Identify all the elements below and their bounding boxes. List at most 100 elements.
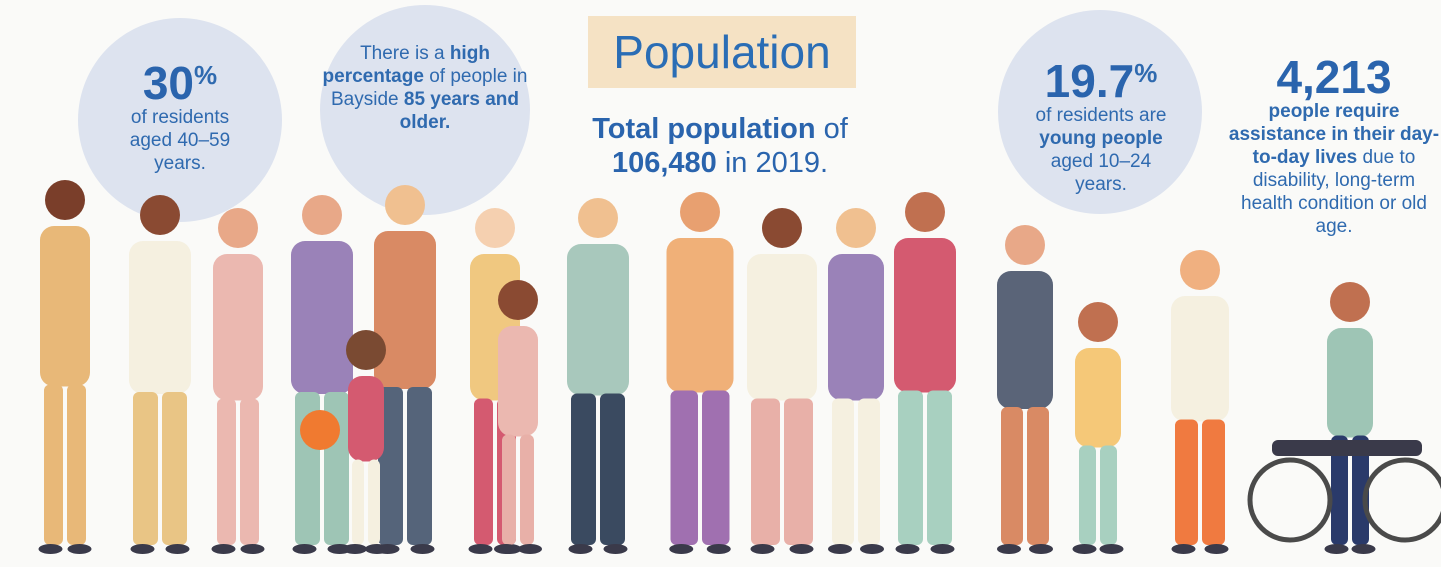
- figure-part: [348, 376, 384, 462]
- figure-part: [520, 435, 534, 546]
- stat: There is a high percentage of people in …: [322, 42, 528, 134]
- figure-part: [667, 238, 734, 393]
- figure-part: [747, 254, 817, 401]
- figure-part: [44, 385, 63, 546]
- figure-part: [1330, 282, 1370, 322]
- figure-part: [1005, 225, 1045, 265]
- stat-unit: %: [194, 60, 217, 90]
- figure-part: [374, 231, 436, 389]
- stat-value: 30: [143, 57, 194, 109]
- stat: 19.7% of residents are young people aged…: [1030, 58, 1172, 196]
- figure-part: [498, 280, 538, 320]
- figure-part: [604, 544, 628, 554]
- figure-part: [680, 192, 720, 232]
- figure-part: [1250, 460, 1330, 540]
- figure-part: [411, 544, 435, 554]
- figure-part: [1073, 544, 1097, 554]
- figure-part: [474, 399, 493, 546]
- figure-part: [927, 391, 952, 546]
- figure-part: [365, 544, 389, 554]
- figure-part: [832, 399, 854, 546]
- figure-part: [1272, 440, 1422, 456]
- figure-part: [1365, 460, 1441, 540]
- figure-part: [346, 330, 386, 370]
- figure-part: [751, 544, 775, 554]
- stat-text: of residents are: [1036, 105, 1167, 126]
- figure-part: [1180, 250, 1220, 290]
- title: Population: [588, 16, 856, 88]
- figure-part: [293, 544, 317, 554]
- figure-part: [133, 392, 158, 545]
- figure-part: [600, 394, 625, 546]
- figure-part: [40, 226, 90, 387]
- total-of: of: [824, 113, 848, 145]
- stat-value: 19.7: [1045, 55, 1135, 107]
- figure-part: [300, 410, 340, 450]
- figure-part: [352, 460, 364, 546]
- figure-part: [836, 208, 876, 248]
- figure-part: [858, 399, 880, 546]
- figure-part: [671, 391, 699, 546]
- figure-part: [240, 399, 259, 546]
- figure-part: [1079, 446, 1096, 546]
- figure-part: [498, 326, 538, 437]
- figure-part: [669, 544, 693, 554]
- infographic: Population Total population of 106,480 i…: [0, 0, 1441, 567]
- figure-part: [898, 391, 923, 546]
- figure-part: [494, 544, 518, 554]
- figure-part: [45, 180, 85, 220]
- figure-part: [1078, 302, 1118, 342]
- figure-part: [291, 241, 353, 394]
- figure-part: [68, 544, 92, 554]
- figure-part: [241, 544, 265, 554]
- figure-part: [860, 544, 884, 554]
- figure-part: [166, 544, 190, 554]
- stat-value: 4,213: [1276, 51, 1391, 103]
- stat-text: There is a: [360, 43, 444, 64]
- figure-part: [1327, 328, 1373, 438]
- figure-part: [368, 460, 380, 546]
- figure-part: [162, 392, 187, 545]
- stat-text: of residents aged 40–59 years.: [130, 107, 230, 174]
- stat-text: aged 10–24 years.: [1051, 151, 1151, 195]
- figure-part: [1100, 544, 1124, 554]
- figure-part: [997, 544, 1021, 554]
- figure-part: [1100, 446, 1117, 546]
- figure-part: [67, 385, 86, 546]
- figure-part: [518, 544, 542, 554]
- total-year: in 2019.: [725, 147, 828, 179]
- stat-text: 85 years and older.: [400, 89, 519, 133]
- figure-part: [302, 195, 342, 235]
- stat: 30% of residents aged 40–59 years.: [115, 60, 245, 175]
- total-number: 106,480: [612, 147, 717, 179]
- figure-part: [212, 544, 236, 554]
- figure-part: [1075, 348, 1121, 448]
- figure-part: [762, 208, 802, 248]
- stat-text: young people: [1039, 128, 1163, 149]
- figure-part: [1175, 420, 1198, 546]
- figure-part: [707, 544, 731, 554]
- figure-part: [578, 198, 618, 238]
- total-label: Total population: [592, 113, 815, 145]
- figure-part: [129, 241, 191, 394]
- figure-part: [1202, 420, 1225, 546]
- figure-part: [828, 544, 852, 554]
- figure-part: [571, 394, 596, 546]
- figure-part: [905, 192, 945, 232]
- figure-part: [997, 271, 1053, 409]
- figure-part: [140, 195, 180, 235]
- figure-part: [343, 544, 367, 554]
- figure-part: [751, 399, 780, 546]
- figure-part: [894, 238, 956, 393]
- figure-part: [1029, 544, 1053, 554]
- total-population: Total population of 106,480 in 2019.: [560, 112, 880, 180]
- figure-part: [790, 544, 814, 554]
- figure-part: [469, 544, 493, 554]
- figure-part: [1205, 544, 1229, 554]
- figure-part: [896, 544, 920, 554]
- figure-part: [217, 399, 236, 546]
- figure-part: [702, 391, 730, 546]
- figure-part: [1171, 296, 1229, 422]
- figure-part: [1172, 544, 1196, 554]
- figure-part: [475, 208, 515, 248]
